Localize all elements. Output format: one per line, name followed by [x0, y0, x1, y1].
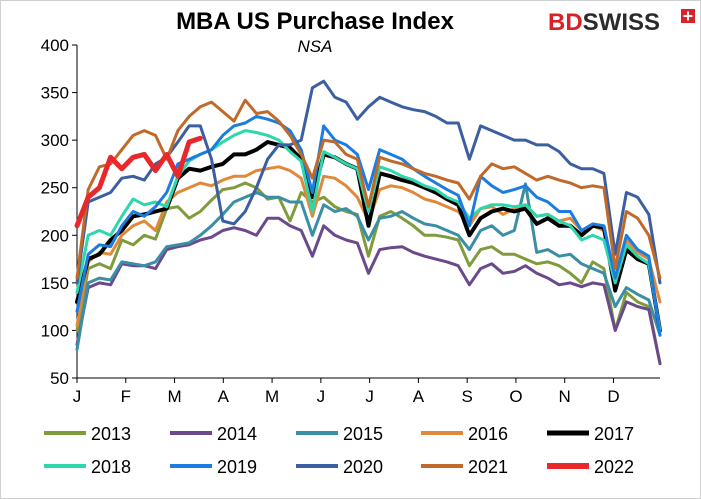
series-line-2017 — [75, 140, 662, 333]
x-tick-label: F — [121, 387, 131, 406]
series-lines-group — [74, 79, 662, 366]
legend-label-2017: 2017 — [594, 424, 634, 444]
brand-cross-icon — [681, 9, 695, 23]
series-line-2018 — [75, 129, 662, 332]
y-tick-label: 100 — [41, 321, 69, 340]
legend-label-2022: 2022 — [594, 457, 634, 477]
x-tick-label: M — [167, 387, 181, 406]
x-tick-label: M — [265, 387, 279, 406]
legend-label-2015: 2015 — [343, 424, 383, 444]
y-tick-label: 200 — [41, 226, 69, 245]
y-tick-label: 150 — [41, 274, 69, 293]
legend-label-2019: 2019 — [217, 457, 257, 477]
y-tick-label: 250 — [41, 179, 69, 198]
brand-logo: BDSWISS — [548, 9, 660, 37]
y-tick-label: 50 — [50, 369, 69, 388]
series-line-2013 — [75, 181, 662, 366]
x-tick-label: J — [73, 387, 82, 406]
x-tick-label: O — [509, 387, 522, 406]
legend-group: 2013 2014 2015 2016 2017 2018 2019 2020 2021 2022 — [44, 424, 634, 477]
brand-logo-bd: BD — [548, 9, 583, 36]
series-line-2015 — [75, 182, 662, 351]
y-tick-label: 350 — [41, 84, 69, 103]
chart-title: MBA US Purchase Index — [176, 8, 454, 35]
series-line-2020 — [75, 79, 662, 285]
x-tick-label: D — [607, 387, 619, 406]
legend-label-2018: 2018 — [91, 457, 131, 477]
series-line-2014 — [75, 216, 662, 366]
series-line-2022 — [74, 135, 203, 229]
x-tick-label: A — [413, 387, 425, 406]
y-tick-label: 300 — [41, 131, 69, 150]
legend-label-2021: 2021 — [468, 457, 508, 477]
legend-label-2014: 2014 — [217, 424, 257, 444]
chart-subtitle: NSA — [297, 37, 333, 56]
x-tick-label: A — [218, 387, 230, 406]
x-tick-label: J — [365, 387, 374, 406]
series-line-2021 — [75, 98, 662, 280]
x-tick-label: J — [317, 387, 326, 406]
legend-label-2020: 2020 — [343, 457, 383, 477]
legend-label-2016: 2016 — [468, 424, 508, 444]
x-tick-label: N — [559, 387, 571, 406]
brand-logo-swiss: SWISS — [582, 9, 661, 36]
y-tick-label: 400 — [41, 36, 69, 55]
axes-group: 50 100 150 200 250 300 350 400 J F M A M J J A S O N D — [41, 36, 660, 406]
legend-label-2013: 2013 — [91, 424, 131, 444]
x-tick-label: S — [461, 387, 472, 406]
